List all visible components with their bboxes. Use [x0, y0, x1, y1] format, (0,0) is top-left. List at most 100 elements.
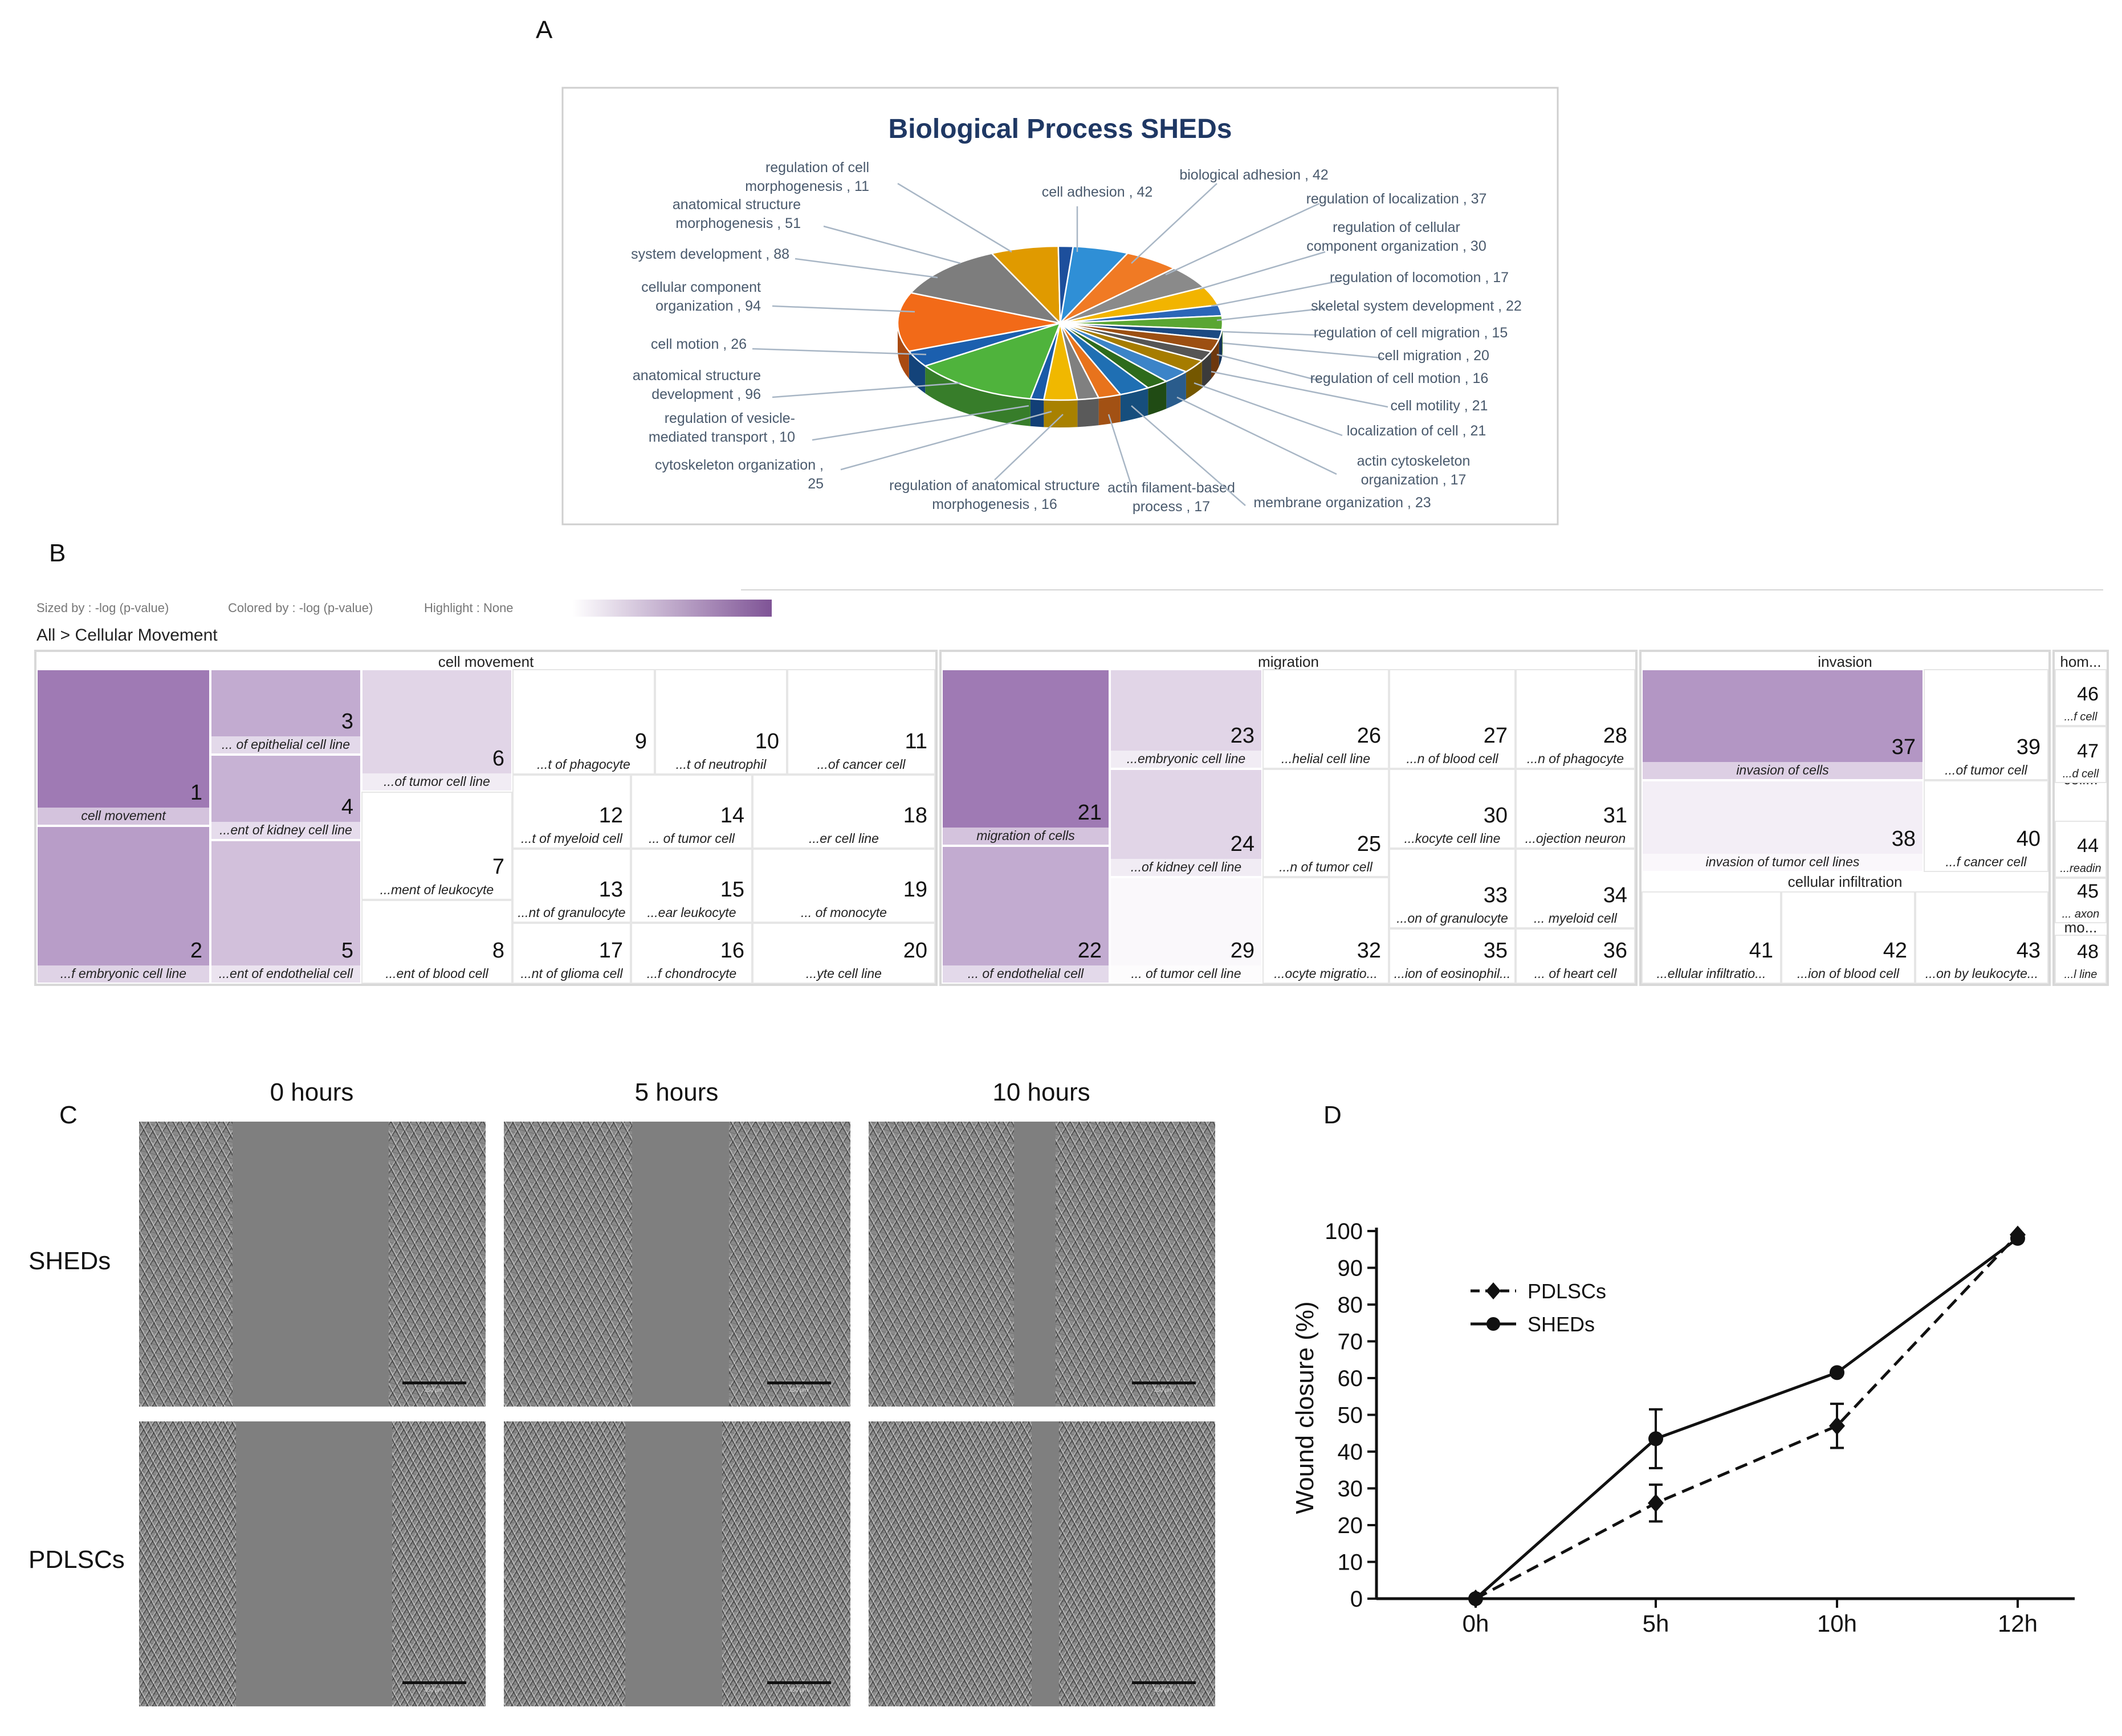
treemap-cell-number: 46 — [2077, 683, 2099, 705]
treemap-cell-28[interactable]: 28 ...n of phagocyte — [1516, 669, 1635, 769]
treemap-legend: Sized by : -log (p-value) Colored by : -… — [36, 598, 777, 619]
treemap-cell-4[interactable]: 4 ...ent of kidney cell line — [210, 755, 361, 840]
data-point-PDLSCs — [1648, 1494, 1664, 1513]
treemap-cell-20[interactable]: 20 ...yte cell line — [752, 923, 935, 984]
treemap-label-bar — [514, 965, 630, 983]
treemap-cell-6[interactable]: 6 ...of tumor cell line — [361, 669, 512, 792]
treemap-cell-10[interactable]: 10 ...t of neutrophil — [655, 669, 787, 775]
treemap-cell-2[interactable]: 2 ...f embryonic cell line — [36, 826, 210, 984]
pie-callout-line2: component organization , 30 — [1306, 238, 1486, 254]
treemap-cell-label: ...of tumor cell line — [384, 774, 490, 789]
treemap-cell-36[interactable]: 36 ... of heart cell — [1516, 928, 1635, 984]
scale-bar-label: 250 µm — [424, 1387, 443, 1393]
treemap-cell-7[interactable]: 7 ...ment of leukocyte — [361, 792, 512, 900]
pie-leader-line — [1165, 202, 1320, 276]
scale-bar-label: 250 µm — [424, 1687, 443, 1693]
treemap-cell-35[interactable]: 35 ...ion of eosinophil... — [1389, 928, 1516, 984]
treemap-cell-29[interactable]: 29 ... of tumor cell line — [1110, 877, 1262, 984]
treemap-cell-46[interactable]: 46 ...f cell — [2055, 669, 2107, 726]
treemap-cell-14[interactable]: 14 ... of tumor cell — [631, 775, 752, 849]
treemap-cell-23[interactable]: 23 ...embryonic cell line — [1110, 669, 1262, 769]
x-tick-label: 0h — [1463, 1610, 1489, 1637]
micrograph-image: 250 µm — [869, 1122, 1215, 1407]
pie-leader-line — [1199, 251, 1326, 290]
treemap-cell-17[interactable]: 17 ...nt of glioma cell — [512, 923, 631, 984]
treemap-cell-9[interactable]: 9 ...t of phagocyte — [512, 669, 655, 775]
treemap-cell-39[interactable]: 39 ...of tumor cell — [1924, 669, 2048, 780]
treemap-cell-number: 25 — [1357, 832, 1381, 856]
treemap-cell-number: 14 — [720, 804, 744, 828]
treemap-cell-label: ... of endothelial cell — [967, 966, 1084, 981]
treemap-cell-label: ...readin — [2060, 862, 2101, 875]
treemap-group[interactable]: migration — [939, 650, 1638, 986]
pie-callout-line1: cytoskeleton organization , — [655, 457, 824, 473]
treemap-cell-47[interactable]: 47 ...d cell — [2055, 726, 2107, 783]
treemap-cell-16[interactable]: 16 ...f chondrocyte — [631, 923, 752, 984]
treemap-cell-43[interactable]: 43 ...on by leukocyte... — [1915, 891, 2048, 984]
treemap-cell-label: ...ent of endothelial cell — [218, 966, 353, 981]
y-tick-label: 0 — [1350, 1587, 1363, 1612]
pie-leader-line — [1216, 307, 1326, 321]
treemap-cell-number: 1 — [190, 781, 202, 805]
treemap-cell-11[interactable]: 11 ...of cancer cell — [787, 669, 935, 775]
treemap-cell-44[interactable]: 44 ...readin — [2055, 821, 2107, 878]
treemap-cell-19[interactable]: 19 ... of monocyte — [752, 849, 935, 923]
pie-slice-side — [909, 351, 926, 394]
treemap-group[interactable]: invasion — [1639, 650, 2051, 986]
treemap-cell-34[interactable]: 34 ... myeloid cell — [1516, 849, 1635, 928]
treemap-cell-18[interactable]: 18 ...er cell line — [752, 775, 935, 849]
treemap-cell-41[interactable]: 41 ...ellular infiltratio... — [1642, 891, 1781, 984]
treemap-cell-32[interactable]: 32 ...ocyte migratio... — [1262, 877, 1389, 984]
treemap-label-bar — [1390, 751, 1514, 768]
treemap-cell-26[interactable]: 26 ...helial cell line — [1262, 669, 1389, 769]
treemap-cell-number: 20 — [903, 939, 927, 963]
treemap-cell-label: ...f chondrocyte — [646, 966, 737, 981]
treemap-cell-number: 10 — [755, 730, 779, 753]
y-tick-label: 90 — [1338, 1256, 1363, 1281]
treemap-cell-label: ...ion of eosinophil... — [1394, 966, 1511, 981]
treemap-cell-15[interactable]: 15 ...ear leukocyte — [631, 849, 752, 923]
scale-bar — [767, 1681, 831, 1684]
pie-callout-line2: organization , 94 — [655, 298, 761, 314]
treemap-cell-13[interactable]: 13 ...nt of granulocyte — [512, 849, 631, 923]
treemap-cell-5[interactable]: 5 ...ent of endothelial cell — [210, 840, 361, 984]
treemap-cell-31[interactable]: 31 ...ojection neuron — [1516, 769, 1635, 849]
color-scale-bar — [572, 600, 772, 617]
treemap-cell-8[interactable]: 8 ...ent of blood cell — [361, 900, 512, 984]
treemap-cell-label: ...nt of granulocyte — [518, 905, 626, 920]
x-tick-label: 12h — [1998, 1610, 2038, 1637]
treemap-cell-25[interactable]: 25 ...n of tumor cell — [1262, 769, 1389, 877]
treemap-label-bar — [1916, 965, 2047, 983]
treemap-cell-label: ...ion of blood cell — [1797, 966, 1899, 981]
treemap-cell-40[interactable]: 40 ...f cancer cell — [1924, 780, 2048, 872]
pie-callout-line1: cell motility , 21 — [1391, 398, 1488, 414]
treemap-cell-22[interactable]: 22 ... of endothelial cell — [942, 846, 1110, 984]
treemap-cell-48[interactable]: 48 ...l line — [2055, 935, 2107, 984]
treemap-cell-24[interactable]: 24 ...of kidney cell line — [1110, 769, 1262, 877]
breadcrumb[interactable]: All > Cellular Movement — [36, 626, 218, 645]
treemap-cell-37[interactable]: 37 invasion of cells — [1642, 669, 1924, 780]
treemap-cell-27[interactable]: 27 ...n of blood cell — [1389, 669, 1516, 769]
pie-callout-line1: biological adhesion , 42 — [1179, 167, 1328, 183]
pie-slice-side — [1098, 394, 1121, 426]
treemap-cell-3[interactable]: 3 ... of epithelial cell line — [210, 669, 361, 755]
treemap-cell-label: ...yte cell line — [806, 966, 882, 981]
treemap-cell-12[interactable]: 12 ...t of myeloid cell — [512, 775, 631, 849]
treemap-cell-33[interactable]: 33 ...on of granulocyte — [1389, 849, 1516, 928]
pie-callout-line1: cell adhesion , 42 — [1042, 184, 1153, 200]
treemap-group[interactable]: hom... — [2052, 650, 2109, 986]
treemap-cell-21[interactable]: 21 migration of cells — [942, 669, 1110, 846]
treemap-cell-30[interactable]: 30 ...kocyte cell line — [1389, 769, 1516, 849]
treemap-cell-number: 15 — [720, 878, 744, 902]
pie-slice-side — [1148, 381, 1167, 415]
treemap-label-bar — [788, 756, 934, 773]
treemap-group[interactable]: cell movement — [34, 650, 938, 986]
treemap-cell-label: invasion of cells — [1736, 763, 1829, 777]
treemap-cell-38[interactable]: 38 invasion of tumor cell lines — [1642, 780, 1924, 872]
treemap-cell-42[interactable]: 42 ...ion of blood cell — [1781, 891, 1915, 984]
treemap-label-bar — [754, 965, 934, 983]
treemap-label-bar — [1111, 859, 1261, 876]
treemap-cell-45[interactable]: 45 ... axon — [2055, 878, 2107, 923]
data-point-SHEDs — [1830, 1365, 1844, 1380]
treemap-cell-1[interactable]: 1 cell movement — [36, 669, 210, 826]
